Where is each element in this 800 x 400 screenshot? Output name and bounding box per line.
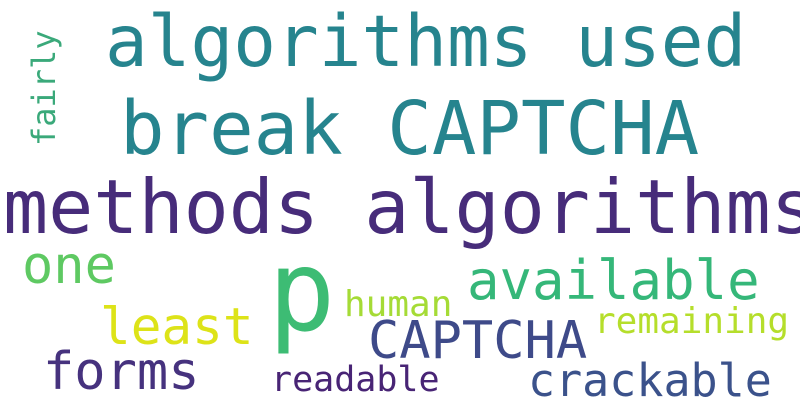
word-available: available <box>467 249 760 312</box>
word-one: one <box>22 236 116 296</box>
word-captcha: CAPTCHA <box>368 311 588 371</box>
word-p: p <box>268 227 336 357</box>
word-break-captcha: break CAPTCHA <box>120 86 700 172</box>
word-methods-algorithms: methods algorithms <box>3 163 800 251</box>
word-fairly: fairly <box>25 30 63 146</box>
word-remaining: remaining <box>594 301 790 342</box>
word-readable: readable <box>271 360 440 400</box>
word-least: least <box>100 298 254 357</box>
word-forms: forms <box>43 342 200 400</box>
word-human: human <box>344 284 453 325</box>
word-crackable: crackable <box>528 354 772 400</box>
word-algorithms-used: algorithms used <box>105 0 747 83</box>
